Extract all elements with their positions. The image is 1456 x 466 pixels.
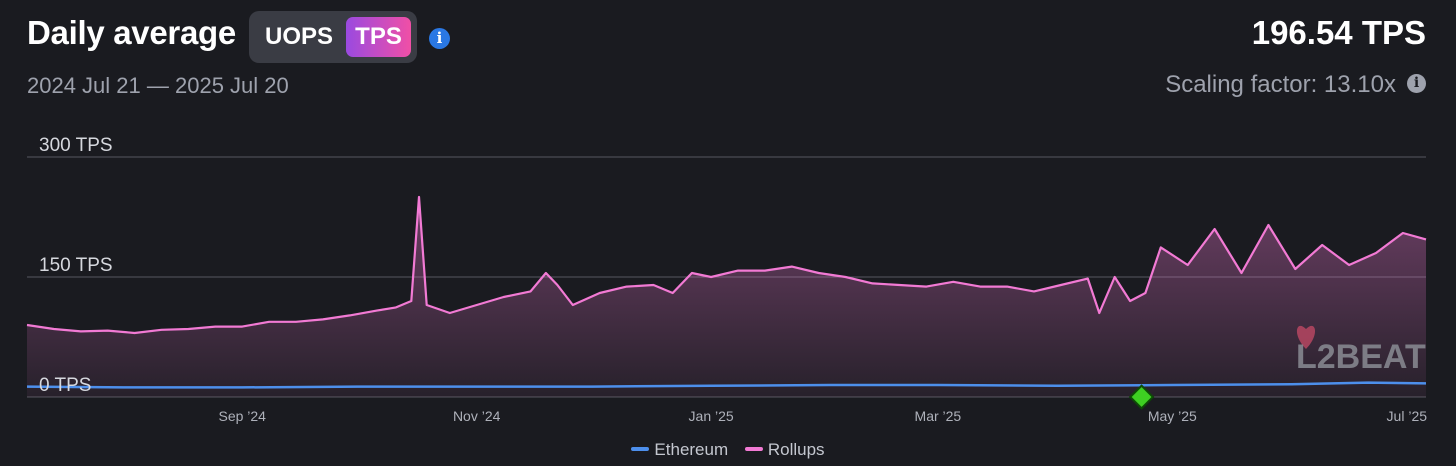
scaling-info-icon[interactable]: i	[1407, 74, 1426, 93]
legend-item-ethereum[interactable]: Ethereum	[631, 440, 728, 460]
metric-toggle: UOPS TPS	[249, 11, 417, 63]
uops-toggle-button[interactable]: UOPS	[264, 23, 333, 50]
svg-text:L2BEAT: L2BEAT	[1296, 338, 1426, 376]
x-tick-label: Jan ’25	[689, 408, 734, 424]
info-icon[interactable]: i	[429, 28, 450, 49]
x-tick-label: Nov ’24	[453, 408, 501, 424]
tps-toggle-button[interactable]: TPS	[346, 17, 411, 57]
chart-legend: Ethereum Rollups	[0, 440, 1456, 460]
rollups-line	[26, 195, 1427, 335]
current-value: 196.54 TPS	[1251, 14, 1426, 51]
x-tick-label: Jul ’25	[1387, 408, 1428, 424]
y-tick-label: 150 TPS	[39, 255, 113, 276]
date-range: 2024 Jul 21 — 2025 Jul 20	[27, 73, 289, 98]
legend-item-rollups[interactable]: Rollups	[744, 440, 825, 460]
y-tick-label: 300 TPS	[39, 135, 113, 156]
rollups-area	[27, 197, 1426, 397]
chart-title: Daily average	[27, 14, 236, 51]
tps-chart[interactable]: 0 TPS 150 TPS 300 TPS Sep ’24 Nov ’24 Jan ’2…	[0, 120, 1456, 440]
ethereum-line	[26, 381, 1427, 389]
x-tick-label: May ’25	[1148, 408, 1197, 424]
scaling-factor: Scaling factor: 13.10x	[1165, 71, 1396, 98]
y-tick-label: 0 TPS	[39, 375, 91, 396]
legend-label-rollups: Rollups	[767, 440, 825, 459]
event-marker-diamond	[1128, 384, 1155, 410]
x-tick-label: Sep ’24	[218, 408, 266, 424]
rollups-swatch	[744, 446, 763, 451]
x-tick-label: Mar ’25	[915, 408, 962, 424]
rollups-area-fill	[27, 197, 1426, 397]
legend-label-ethereum: Ethereum	[654, 440, 729, 459]
ethereum-swatch	[631, 446, 650, 451]
l2beat-watermark: L2BEAT	[1296, 325, 1426, 376]
